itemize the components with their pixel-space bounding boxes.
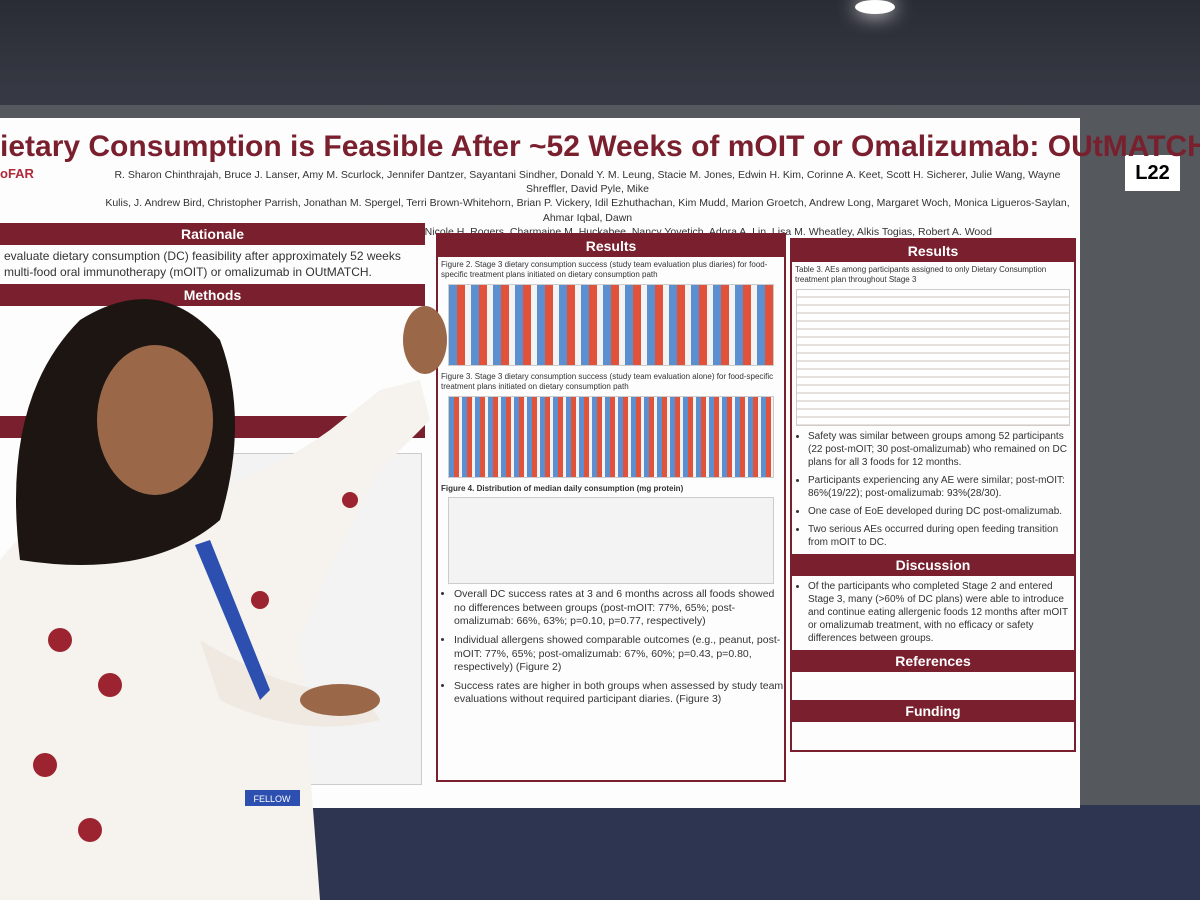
rationale-text: evaluate dietary consumption (DC) feasib… <box>4 249 401 279</box>
figure-caption: Figure 2. Stage 3 dietary consumption su… <box>441 260 768 280</box>
section-heading: Rationale <box>0 223 425 245</box>
lanyard <box>195 540 270 700</box>
hand <box>300 684 380 716</box>
logo: oFAR <box>0 166 34 181</box>
light <box>855 0 895 14</box>
section-heading: Funding <box>792 699 1074 722</box>
bullet: One case of EoE developed during DC post… <box>808 505 1074 518</box>
board-label: L22 <box>1125 155 1180 191</box>
section-heading: References <box>792 649 1074 672</box>
bullet: Individual allergens showed comparable o… <box>454 634 784 675</box>
figure <box>448 395 774 478</box>
figure <box>448 496 774 584</box>
figure <box>448 283 774 366</box>
bullet: Participants experiencing any AE were si… <box>808 474 1074 500</box>
flower <box>98 673 122 697</box>
bullet-list: Safety was similar between groups among … <box>792 430 1074 549</box>
author-line: R. Sharon Chinthrajah, Bruce J. Lanser, … <box>114 169 1061 196</box>
table-title: Table 3. AEs among participants assigned… <box>795 265 1047 285</box>
table <box>796 288 1070 426</box>
right-column: Results Table 3. AEs among participants … <box>790 238 1076 752</box>
badge <box>245 790 300 806</box>
flower <box>48 628 72 652</box>
author-line: Kulis, J. Andrew Bird, Christopher Parri… <box>105 197 1070 224</box>
section-heading: Results <box>792 240 1074 262</box>
section-heading: Methods <box>0 284 425 307</box>
bullet: Of the participants who completed Stage … <box>808 580 1074 645</box>
bullet: Two serious AEs occurred during open fee… <box>808 523 1074 549</box>
face <box>97 345 213 495</box>
flower <box>78 818 102 842</box>
bullet: Success rates are higher in both groups … <box>454 680 784 707</box>
middle-column: Results Figure 2. Stage 3 dietary consum… <box>436 233 786 782</box>
poster-title: ietary Consumption is Feasible After ~52… <box>0 130 1200 163</box>
figure-caption: Figure 3. Stage 3 dietary consumption su… <box>441 371 774 392</box>
bullet: Safety was similar between groups among … <box>808 430 1074 469</box>
figure-caption: Figure 4. Distribution of median daily c… <box>441 483 684 493</box>
section-heading: Discussion <box>792 553 1074 576</box>
badge-text: FELLOW <box>253 794 291 804</box>
raised-hand <box>403 306 447 374</box>
bullet-list: Of the participants who completed Stage … <box>792 580 1074 645</box>
bullet-list: Overall DC success rates at 3 and 6 mont… <box>438 588 784 707</box>
flower <box>33 753 57 777</box>
bullet: Overall DC success rates at 3 and 6 mont… <box>454 588 784 629</box>
flower <box>251 591 269 609</box>
flower <box>342 492 358 508</box>
section-heading: Results <box>438 235 784 257</box>
